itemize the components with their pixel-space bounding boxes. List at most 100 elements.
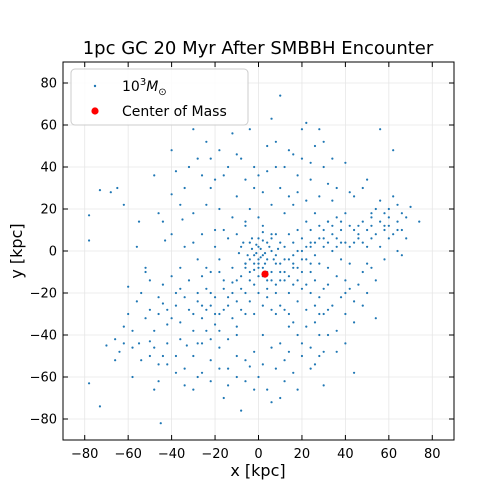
star-point [361,304,364,307]
star-point [196,258,199,261]
star-point [292,266,295,269]
star-point [318,296,321,299]
star-point [283,258,286,261]
star-point [352,371,356,374]
star-point [318,128,321,131]
star-point [248,241,251,244]
center-of-mass-point [261,270,269,278]
star-point [357,237,360,240]
star-point [339,258,343,261]
star-point [313,363,317,366]
legend-label-stars-base: 10 [122,79,140,95]
star-point [274,312,277,316]
star-point [231,132,234,135]
y-tick-label: −40 [30,329,57,344]
star-point [253,165,256,169]
star-point [109,191,112,194]
star-point [179,287,182,290]
star-point [244,380,247,383]
legend-label-stars-exp: 3 [140,77,146,88]
star-point [348,262,351,265]
star-point [383,228,386,232]
star-point [283,165,286,169]
star-point [144,270,147,274]
star-point [279,241,282,244]
star-point [270,346,273,349]
star-point [209,304,212,307]
star-point [240,245,243,248]
star-point [261,254,264,257]
star-point [331,224,334,227]
star-point [300,342,304,345]
legend: 103M⊙ Center of Mass [70,68,249,126]
star-point [370,224,373,227]
star-point [322,350,325,353]
star-point [213,245,217,248]
star-point [322,287,325,290]
star-point [274,262,277,265]
star-point [270,249,273,253]
star-point [279,304,282,307]
star-point [235,375,238,379]
star-point [283,359,286,362]
star-point [253,388,256,391]
star-point [246,254,249,257]
star-point [87,382,91,385]
star-point [309,178,312,181]
star-point [339,220,343,223]
star-point [226,304,230,307]
star-point [192,241,195,244]
star-point [250,247,254,250]
star-point [187,165,191,169]
star-point [135,245,138,248]
star-point [250,237,254,240]
star-point [292,283,295,286]
star-point [166,363,169,366]
star-point [270,401,273,404]
star-point [383,258,386,261]
star-point [235,354,238,358]
star-point [292,153,295,156]
star-point [98,189,102,192]
star-point [418,220,421,223]
star-point [122,342,125,345]
star-point [266,388,269,391]
star-point [331,157,334,160]
star-point [226,384,230,387]
star-point [200,275,204,278]
star-point [309,270,312,274]
star-point [200,174,204,177]
star-point [170,233,173,236]
star-point [235,279,238,282]
star-point [318,237,321,240]
star-point [235,300,238,303]
star-point [326,308,330,311]
star-point [192,354,195,358]
star-point [248,270,251,274]
legend-label-stars: 103M⊙ [122,77,167,98]
star-point [335,329,338,332]
star-point [348,287,351,290]
star-point [261,239,264,242]
star-point [257,262,260,265]
star-point [196,157,199,160]
star-point [300,249,304,253]
star-point [392,195,395,198]
star-point [370,212,373,215]
star-point [127,312,130,316]
star-point [283,279,286,282]
star-point [192,128,195,131]
star-point [259,256,262,259]
axis-ticks: −80 −60 −40 −20 0 20 40 60 80 −80 −60 −40 −20 0 20 40 60… [30,62,454,462]
star-point [326,266,330,269]
star-point [218,367,221,370]
star-point [287,275,291,278]
star-point [409,205,412,208]
star-point [313,144,317,148]
star-point [205,287,208,290]
star-point [370,216,373,219]
star-point [309,245,312,248]
star-point [400,228,403,232]
x-tick-label: 20 [294,447,311,462]
star-point [318,354,321,358]
